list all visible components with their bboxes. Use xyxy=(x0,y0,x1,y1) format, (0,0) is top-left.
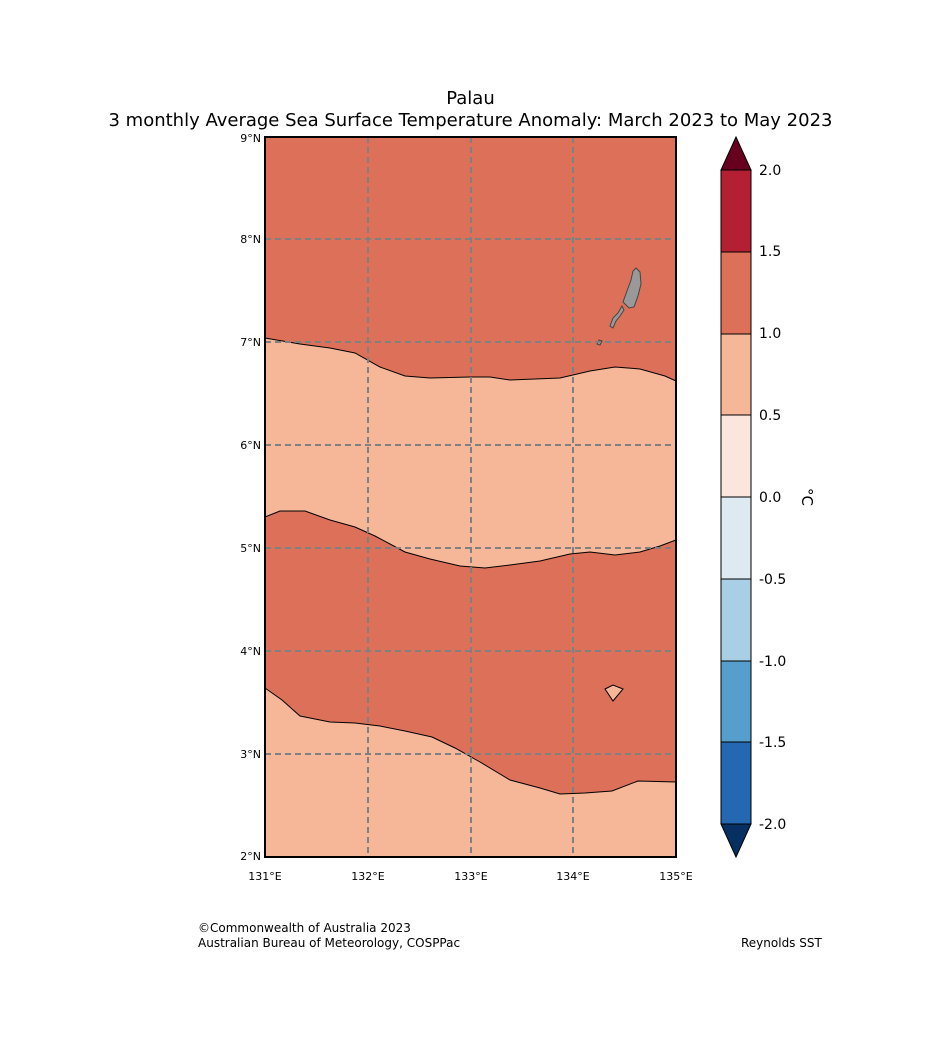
colorbar-tick-label: -1.0 xyxy=(759,654,786,670)
lon-label-134e: 134°E xyxy=(556,870,589,883)
colorbar-segment-0.0-0.5 xyxy=(720,414,752,498)
colorbar-tick-label: 0.0 xyxy=(759,490,781,506)
lon-label-135e: 135°E xyxy=(659,870,692,883)
map-frame xyxy=(264,136,677,858)
map-subtitle: 3 monthly Average Sea Surface Temperatur… xyxy=(108,110,833,131)
map-gridlines xyxy=(265,137,676,857)
colorbar-segment-neg1.0-neg0.5 xyxy=(720,578,752,662)
copyright-notice: ©Commonwealth of Australia 2023 Australi… xyxy=(198,921,460,951)
colorbar-segment-neg2.0-neg1.5 xyxy=(720,741,752,825)
colorbar-tick-label: 1.0 xyxy=(759,326,781,342)
palau-main-island xyxy=(622,267,642,309)
lon-label-131e: 131°E xyxy=(248,870,281,883)
colorbar-tick-label: 2.0 xyxy=(759,163,781,179)
lat-label-4n: 4°N xyxy=(240,645,261,658)
colorbar-segment-neg0.5-0.0 xyxy=(720,496,752,580)
lat-label-3n: 3°N xyxy=(240,748,261,761)
colorbar-tick-label: -2.0 xyxy=(759,817,786,833)
colorbar xyxy=(720,135,752,859)
palau-southern-islands xyxy=(609,304,625,329)
lat-label-2n: 2°N xyxy=(240,850,261,863)
colorbar-tick-label: -1.5 xyxy=(759,735,786,751)
colorbar-segment-0.5-1.0 xyxy=(720,333,752,416)
lat-label-5n: 5°N xyxy=(240,542,261,555)
copyright-line1: ©Commonwealth of Australia 2023 xyxy=(198,921,411,935)
colorbar-tick-label: 0.5 xyxy=(759,408,781,424)
map-title: Palau xyxy=(446,88,495,109)
lat-label-9n: 9°N xyxy=(240,132,261,145)
colorbar-under-arrow xyxy=(720,823,752,859)
copyright-line2: Australian Bureau of Meteorology, COSPPa… xyxy=(198,936,461,950)
data-source-label: Reynolds SST xyxy=(741,936,822,950)
colorbar-segment-neg1.5-neg1.0 xyxy=(720,660,752,743)
colorbar-tick-label: 1.5 xyxy=(759,244,781,260)
lat-label-6n: 6°N xyxy=(240,439,261,452)
colorbar-tick-label: -0.5 xyxy=(759,572,786,588)
colorbar-unit-label: °C xyxy=(798,488,816,506)
lon-label-133e: 133°E xyxy=(454,870,487,883)
lat-label-7n: 7°N xyxy=(240,336,261,349)
colorbar-segment-1.5-2.0 xyxy=(720,169,752,253)
lon-label-132e: 132°E xyxy=(351,870,384,883)
colorbar-over-arrow xyxy=(720,135,752,171)
lat-label-8n: 8°N xyxy=(240,233,261,246)
anomaly-patch xyxy=(604,684,624,702)
colorbar-segment-1.0-1.5 xyxy=(720,251,752,335)
